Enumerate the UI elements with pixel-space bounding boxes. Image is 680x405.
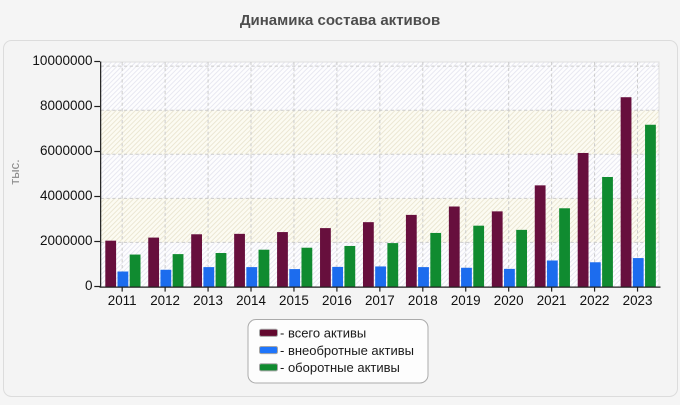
svg-text:0: 0 [85, 278, 93, 293]
svg-text:- внеобротные активы: - внеобротные активы [280, 343, 414, 358]
svg-text:2014: 2014 [236, 293, 266, 308]
svg-text:Динамика состава активов: Динамика состава активов [240, 12, 440, 29]
svg-text:2000000: 2000000 [40, 233, 93, 248]
svg-text:2018: 2018 [408, 293, 438, 308]
svg-text:2012: 2012 [150, 293, 180, 308]
svg-text:2015: 2015 [279, 293, 309, 308]
svg-text:2013: 2013 [193, 293, 223, 308]
svg-text:- всего активы: - всего активы [280, 326, 366, 341]
svg-text:4000000: 4000000 [40, 188, 93, 203]
svg-text:2011: 2011 [108, 293, 137, 308]
svg-text:6000000: 6000000 [40, 143, 93, 158]
svg-text:2017: 2017 [365, 293, 395, 308]
svg-text:- оборотные активы: - оборотные активы [280, 360, 400, 375]
svg-text:2019: 2019 [451, 293, 481, 308]
svg-text:2016: 2016 [322, 293, 352, 308]
svg-text:2023: 2023 [623, 293, 653, 308]
svg-text:2021: 2021 [537, 293, 567, 308]
svg-text:2022: 2022 [580, 293, 610, 308]
svg-text:8000000: 8000000 [40, 98, 93, 113]
svg-text:2020: 2020 [494, 293, 524, 308]
svg-text:тыс.: тыс. [7, 159, 22, 184]
svg-text:10000000: 10000000 [32, 53, 92, 68]
